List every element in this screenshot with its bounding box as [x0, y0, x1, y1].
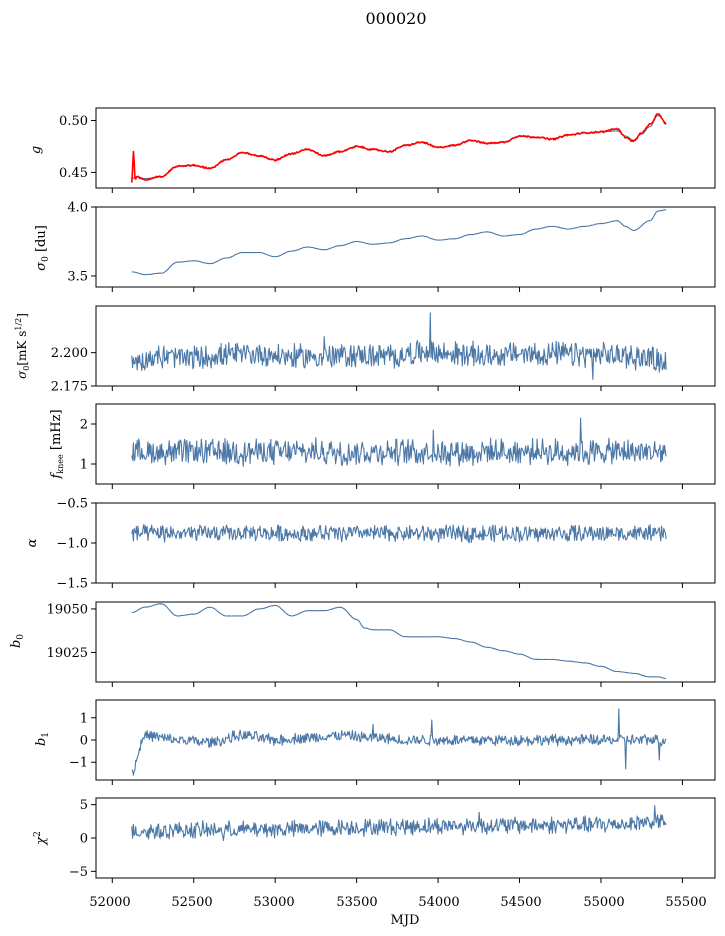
x-tick-label: 52000 — [89, 895, 130, 910]
panel-sigma0-du: σ0 [du] — [34, 225, 51, 271]
axes-frame — [95, 206, 716, 288]
plot-sigma0-mk: 2.175 2.200 — [51, 305, 716, 395]
y-tick-label: 2 — [80, 418, 88, 433]
x-tick-label: 53500 — [336, 895, 377, 910]
x-tick-label: 55500 — [665, 895, 706, 910]
y-tick-label: −0.5 — [56, 497, 88, 512]
series-line — [131, 805, 667, 842]
ylabel-alpha: α — [25, 538, 40, 547]
y-tick-label: −5 — [69, 865, 88, 880]
axes-frame — [95, 797, 716, 879]
figure-suptitle: 000020 — [365, 9, 426, 28]
plot-alpha: −1.5 −1.0 −0.5 — [56, 497, 716, 592]
plot-sigma0-du: 3.5 4.0 — [67, 201, 716, 292]
series-line — [131, 312, 667, 380]
series-line — [131, 708, 667, 776]
x-tick-label: 54500 — [500, 895, 541, 910]
ylabel-b1: b1 — [34, 732, 51, 746]
plot-fknee: 12 — [80, 403, 716, 489]
axes-frame — [95, 107, 716, 189]
panel-g: g — [29, 146, 44, 154]
y-tick-label: 2.175 — [51, 380, 88, 395]
y-tick-label: 0.45 — [59, 166, 88, 181]
y-tick-label: 5 — [80, 798, 88, 813]
ylabel-sigma0-mk: σ0[mK s1/2] — [14, 313, 31, 379]
series-line — [131, 209, 667, 276]
axes-frame — [95, 601, 716, 683]
panel-chi2: χ2 — [33, 831, 49, 846]
x-tick-label: 52500 — [171, 895, 212, 910]
axes-frame — [95, 305, 716, 387]
panel-b0: b0 — [9, 634, 26, 648]
plot-b1: −1 0 1 — [69, 699, 716, 785]
y-tick-label: 0.50 — [59, 114, 88, 129]
axes-frame — [95, 502, 716, 584]
x-tick-label: 53000 — [253, 895, 294, 910]
x-axis-label: MJD — [391, 913, 420, 928]
ylabel-fknee: fknee [mHz] — [49, 409, 65, 479]
ylabel-sigma0-du: σ0 [du] — [34, 225, 51, 271]
series-line — [131, 113, 667, 183]
panel-fknee: fknee [mHz] — [49, 409, 65, 479]
y-tick-label: 19025 — [47, 646, 88, 661]
axes-frame — [95, 699, 716, 781]
axes-frame — [95, 403, 716, 485]
plot-b0: 19025 19050 — [47, 601, 716, 687]
x-tick-labels: 52000 52500 53000 53500 54000 54500 5500… — [89, 895, 706, 910]
y-tick-label: 3.5 — [67, 269, 88, 284]
y-tick-label: −1 — [69, 756, 88, 771]
panel-alpha: α — [25, 538, 40, 547]
y-tick-label: 0 — [80, 734, 88, 749]
y-tick-label: 19050 — [47, 602, 88, 617]
y-tick-label: 1 — [80, 711, 88, 726]
y-tick-label: −1.0 — [56, 537, 88, 552]
plot-chi2: −5 0 5 — [69, 797, 716, 883]
y-tick-label: 2.200 — [51, 346, 88, 361]
x-tick-label: 55000 — [583, 895, 624, 910]
ylabel-chi2: χ2 — [33, 831, 49, 846]
ylabel-g: g — [29, 146, 44, 154]
plot-g: 0.45 0.50 — [59, 107, 716, 193]
y-tick-label: 4.0 — [67, 201, 88, 216]
x-tick-label: 54000 — [418, 895, 459, 910]
y-tick-label: −1.5 — [56, 577, 88, 592]
series-line — [131, 523, 667, 544]
panel-b1: b1 — [34, 732, 51, 746]
y-tick-label: 0 — [80, 832, 88, 847]
panel-sigma0-mk: σ0[mK s1/2] — [14, 313, 31, 379]
series-line — [131, 603, 667, 680]
series-line — [131, 417, 667, 467]
ylabel-b0: b0 — [9, 634, 26, 648]
y-tick-label: 1 — [80, 458, 88, 473]
